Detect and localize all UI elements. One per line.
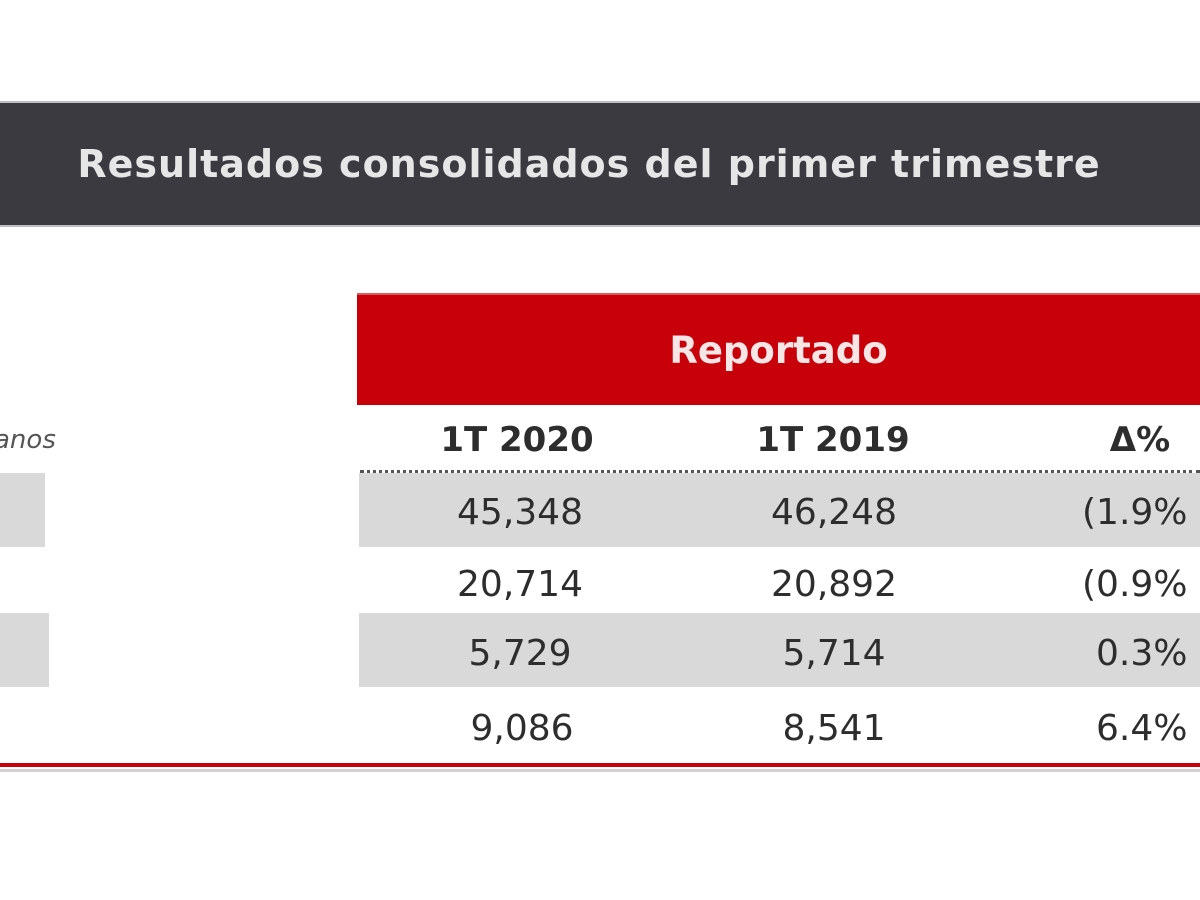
table-cell-2019: 46,248 bbox=[771, 492, 897, 533]
table-cell-delta: (1.9% bbox=[1082, 492, 1188, 533]
table-cell-2020: 20,714 bbox=[457, 564, 583, 605]
table-bottom-rule bbox=[0, 763, 1200, 767]
column-header-delta: Δ% bbox=[1109, 420, 1171, 460]
table-cell-2020: 9,086 bbox=[470, 708, 574, 749]
page-title: Resultados consolidados del primer trime… bbox=[77, 142, 1101, 186]
table-cell-2020: 5,729 bbox=[468, 633, 572, 674]
table-cell-2019: 20,892 bbox=[771, 564, 897, 605]
row-shade-left bbox=[0, 613, 49, 687]
table-cell-2019: 5,714 bbox=[782, 633, 886, 674]
row-shade-left bbox=[0, 473, 45, 547]
column-header-1t-2019: 1T 2019 bbox=[756, 420, 910, 460]
table-cell-2020: 45,348 bbox=[457, 492, 583, 533]
header-divider bbox=[360, 470, 1200, 473]
table-cell-2019: 8,541 bbox=[782, 708, 886, 749]
row-shade bbox=[359, 473, 1200, 547]
table-bottom-shadow bbox=[0, 769, 1200, 772]
table-cell-delta: 0.3% bbox=[1096, 633, 1188, 674]
table-cell-delta: 6.4% bbox=[1096, 708, 1188, 749]
title-bar: Resultados consolidados del primer trime… bbox=[0, 101, 1200, 227]
reported-label: Reportado bbox=[669, 328, 888, 372]
unit-label: anos bbox=[0, 425, 56, 455]
table-cell-delta: (0.9% bbox=[1082, 564, 1188, 605]
reported-group-header: Reportado bbox=[357, 293, 1200, 405]
column-header-1t-2020: 1T 2020 bbox=[440, 420, 594, 460]
row-shade bbox=[359, 613, 1200, 687]
